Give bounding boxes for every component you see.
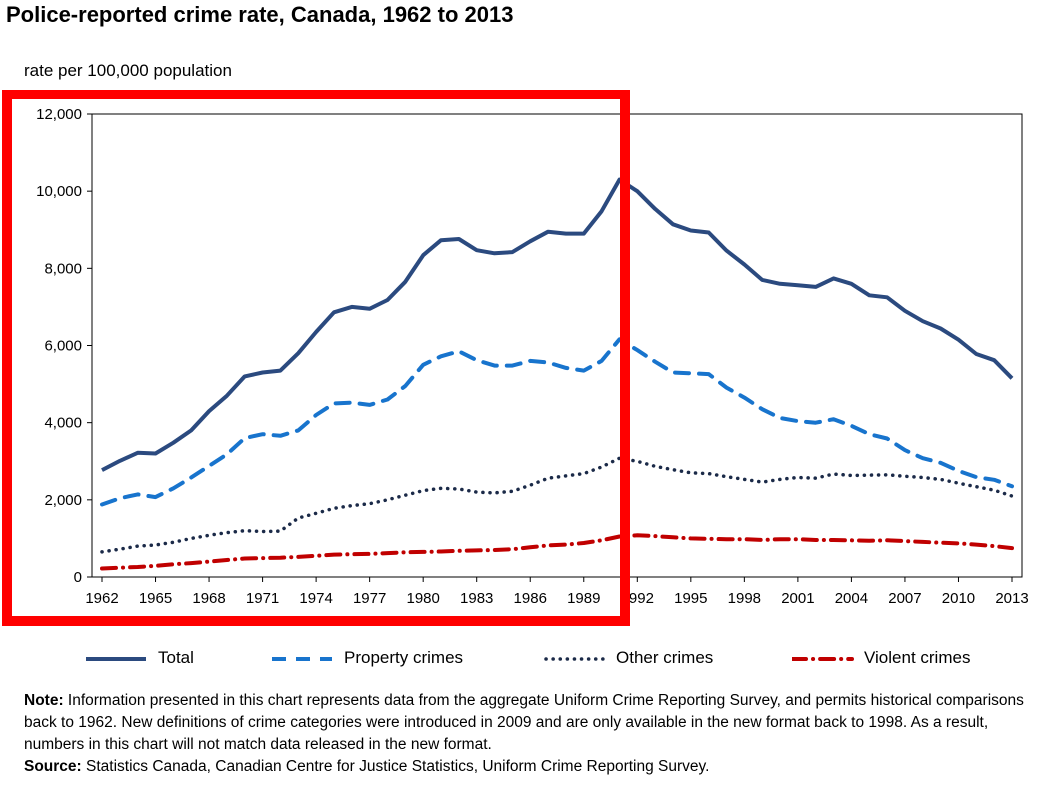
legend-label-violent: Violent crimes: [864, 648, 971, 667]
x-tick-label: 1980: [406, 590, 439, 607]
legend-item-total: Total: [86, 648, 194, 668]
legend-label-total: Total: [158, 648, 194, 667]
y-tick-label: 8,000: [44, 260, 82, 277]
x-tick-label: 1962: [85, 590, 118, 607]
legend-label-other: Other crimes: [616, 648, 714, 667]
plot-frame: [91, 113, 1023, 578]
source-text: Statistics Canada, Canadian Centre for J…: [81, 758, 710, 775]
legend-swatch-other: [544, 656, 606, 661]
legend-swatch-total: [86, 656, 146, 661]
source-label: Source:: [24, 758, 82, 775]
note-text: Information presented in this chart repr…: [24, 692, 1024, 753]
legend-label-property: Property crimes: [344, 648, 464, 667]
series-line-total: [101, 177, 1014, 472]
legend-item-property: Property crimes: [272, 648, 463, 668]
legend-swatch-violent: [790, 656, 854, 661]
x-tick-label: 1998: [728, 590, 761, 607]
x-tick-label: 1995: [674, 590, 707, 607]
source-paragraph: Source: Statistics Canada, Canadian Cent…: [24, 756, 1034, 778]
series-layer: [100, 177, 1014, 571]
y-tick-label: 4,000: [44, 415, 82, 432]
series-line-violent-crimes: [100, 533, 1014, 571]
chart-notes: Note: Information presented in this char…: [24, 690, 1034, 778]
x-tick-label: 1989: [567, 590, 600, 607]
series-line-property-crimes: [100, 337, 1014, 507]
x-tick-label: 1974: [299, 590, 332, 607]
series-line-other-crimes: [100, 456, 1014, 554]
x-tick-label: 1986: [514, 590, 547, 607]
x-tick-label: 1983: [460, 590, 493, 607]
x-tick-label: 1977: [353, 590, 386, 607]
x-tick-label: 2004: [835, 590, 868, 607]
x-tick-label: 2013: [995, 590, 1028, 607]
note-label: Note:: [24, 692, 64, 709]
x-tick-label: 2001: [781, 590, 814, 607]
x-tick-label: 2007: [888, 590, 921, 607]
legend-item-violent: Violent crimes: [790, 648, 971, 668]
x-axis-ticks: 1962 1965 1968 1971 1974 1977 1980 1983 1986 1989…: [85, 577, 1029, 607]
x-tick-label: 1965: [139, 590, 172, 607]
y-axis-label: rate per 100,000 population: [24, 61, 232, 80]
y-tick-label: 0: [74, 569, 82, 586]
x-tick-label: 2010: [942, 590, 975, 607]
legend-swatch-property: [272, 656, 332, 661]
x-tick-label: 1971: [246, 590, 279, 607]
y-axis-ticks: 0 2,000 4,000 6,000 8,000 10,000 12,000: [36, 106, 92, 586]
note-paragraph: Note: Information presented in this char…: [24, 690, 1034, 756]
chart-title: Police-reported crime rate, Canada, 1962…: [6, 2, 514, 27]
x-tick-label: 1968: [192, 590, 225, 607]
y-tick-label: 2,000: [44, 492, 82, 509]
highlight-box: [2, 90, 630, 626]
y-tick-label: 10,000: [36, 183, 82, 200]
y-tick-label: 6,000: [44, 338, 82, 355]
legend-item-other: Other crimes: [544, 648, 713, 668]
y-tick-label: 12,000: [36, 106, 82, 123]
